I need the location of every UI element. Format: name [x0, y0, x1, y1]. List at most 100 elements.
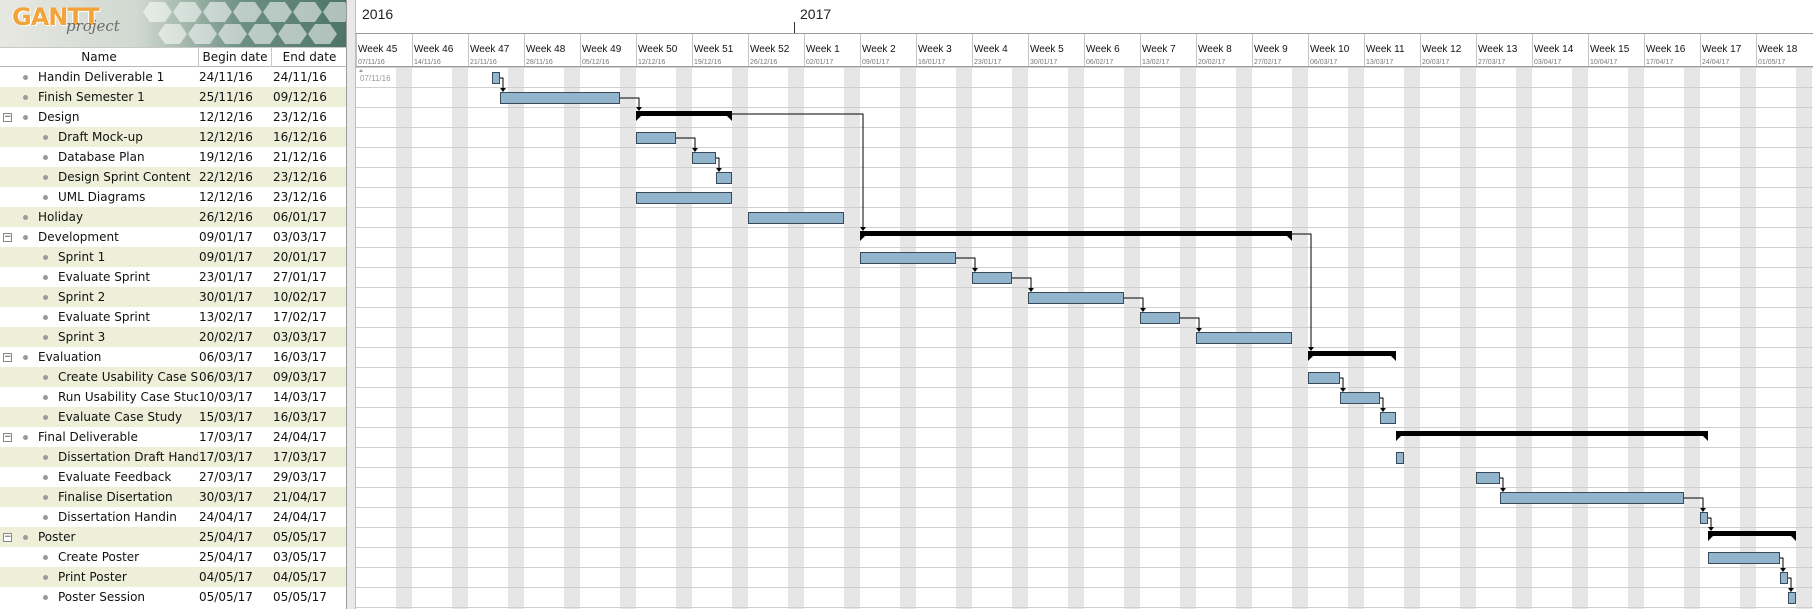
week-start-date: 06/03/17	[1310, 59, 1337, 66]
task-bullet-icon	[43, 415, 48, 420]
task-row[interactable]: Dissertation Handin 24/04/17 24/04/17	[0, 507, 346, 527]
task-bar[interactable]	[1780, 572, 1788, 584]
task-bullet-icon	[43, 295, 48, 300]
task-bar[interactable]	[636, 132, 676, 144]
task-begin-date: 12/12/16	[199, 110, 253, 124]
task-bullet-icon	[43, 255, 48, 260]
task-row-group[interactable]: − Evaluation 06/03/17 16/03/17	[0, 347, 346, 367]
task-bar[interactable]	[1028, 292, 1124, 304]
task-row[interactable]: Evaluate Sprint 23/01/17 27/01/17	[0, 267, 346, 287]
collapse-toggle-icon[interactable]: −	[3, 432, 12, 442]
task-row[interactable]: Create Usability Case Stu...06/03/17 09/0…	[0, 367, 346, 387]
week-start-date: 06/02/17	[1086, 59, 1113, 66]
task-row[interactable]: Evaluate Case Study 15/03/17 16/03/17	[0, 407, 346, 427]
task-row[interactable]: Evaluate Sprint 13/02/17 17/02/17	[0, 307, 346, 327]
task-bar[interactable]	[1196, 332, 1292, 344]
dependency-arrow	[716, 157, 720, 169]
task-bar[interactable]	[1500, 492, 1684, 504]
task-begin-date: 25/04/17	[199, 530, 253, 544]
task-end-date: 23/12/16	[273, 190, 327, 204]
task-bar[interactable]	[1140, 312, 1180, 324]
task-row-group[interactable]: − Design 12/12/16 23/12/16	[0, 107, 346, 127]
task-name: Draft Mock-up	[58, 130, 143, 144]
dependency-arrowhead-icon	[716, 168, 722, 172]
task-row[interactable]: UML Diagrams 12/12/16 23/12/16	[0, 187, 346, 207]
gantt-chart-area[interactable]: 2016 2017 Week 45 07/11/16 Week 46 14/11/16 We…	[356, 0, 1813, 609]
summary-bar-start-cap	[1708, 536, 1713, 541]
summary-bar-end-cap	[1287, 236, 1292, 241]
task-bullet-icon	[23, 535, 28, 540]
summary-bar[interactable]	[1396, 431, 1708, 436]
task-begin-date: 19/12/16	[199, 150, 253, 164]
task-row-group[interactable]: − Development 09/01/17 03/03/17	[0, 227, 346, 247]
task-row[interactable]: Draft Mock-up 12/12/16 16/12/16	[0, 127, 346, 147]
task-row-group[interactable]: − Poster 25/04/17 05/05/17	[0, 527, 346, 547]
task-bar[interactable]	[692, 152, 716, 164]
task-bar[interactable]	[1476, 472, 1500, 484]
task-row-group[interactable]: − Final Deliverable 17/03/17 24/04/17	[0, 427, 346, 447]
gantt-chart-canvas[interactable]: 2016 2017 Week 45 07/11/16 Week 46 14/11/16 We…	[356, 0, 1813, 609]
task-bar[interactable]	[860, 252, 956, 264]
summary-bar[interactable]	[1708, 531, 1796, 536]
dependency-arrow	[1500, 477, 1504, 489]
collapse-toggle-icon[interactable]: −	[3, 352, 12, 362]
panel-splitter[interactable]	[347, 0, 356, 609]
task-row[interactable]: Create Poster 25/04/17 03/05/17	[0, 547, 346, 567]
column-header-end-date[interactable]: End date	[282, 50, 337, 64]
collapse-toggle-icon[interactable]: −	[3, 112, 12, 122]
task-row[interactable]: Run Usability Case Study 10/03/17 14/03/17	[0, 387, 346, 407]
week-label: Week 13	[1478, 44, 1518, 55]
task-bullet-icon	[43, 275, 48, 280]
weekend-column	[564, 67, 580, 609]
task-bar[interactable]	[500, 92, 620, 104]
task-row[interactable]: Sprint 2 30/01/17 10/02/17	[0, 287, 346, 307]
task-end-date: 23/12/16	[273, 110, 327, 124]
dependency-arrowhead-icon	[1708, 527, 1714, 531]
task-bar[interactable]	[1788, 592, 1796, 604]
task-bar[interactable]	[972, 272, 1012, 284]
weekend-column	[1628, 67, 1644, 609]
task-bar[interactable]	[1380, 412, 1396, 424]
task-end-date: 16/12/16	[273, 130, 327, 144]
task-bullet-icon	[23, 115, 28, 120]
column-header-begin-date[interactable]: Begin date	[199, 48, 272, 67]
task-row[interactable]: Print Poster 04/05/17 04/05/17	[0, 567, 346, 587]
task-bar[interactable]	[1700, 512, 1708, 524]
task-row[interactable]: Sprint 3 20/02/17 03/03/17	[0, 327, 346, 347]
task-row[interactable]: Evaluate Feedback 27/03/17 29/03/17	[0, 467, 346, 487]
week-start-date: 28/11/16	[526, 59, 553, 66]
task-bullet-icon	[43, 495, 48, 500]
summary-bar[interactable]	[636, 111, 732, 116]
task-row[interactable]: Design Sprint Content 22/12/16 23/12/16	[0, 167, 346, 187]
collapse-toggle-icon[interactable]: −	[3, 232, 12, 242]
collapse-toggle-icon[interactable]: −	[3, 532, 12, 542]
task-row[interactable]: Finalise Disertation 30/03/17 21/04/17	[0, 487, 346, 507]
dependency-arrow	[956, 257, 976, 269]
task-bar[interactable]	[1396, 452, 1404, 464]
task-end-date: 16/03/17	[273, 410, 327, 424]
task-row[interactable]: Dissertation Draft Handin 17/03/17 17/03/1…	[0, 447, 346, 467]
task-begin-date: 27/03/17	[199, 470, 253, 484]
task-row[interactable]: Poster Session 05/05/17 05/05/17	[0, 587, 346, 607]
task-bullet-icon	[43, 315, 48, 320]
task-bar[interactable]	[492, 72, 500, 84]
dependency-arrow	[500, 77, 504, 89]
task-bar[interactable]	[1308, 372, 1340, 384]
task-bar[interactable]	[1708, 552, 1780, 564]
summary-bar[interactable]	[1308, 351, 1396, 356]
weekend-column	[1180, 67, 1196, 609]
task-row[interactable]: Holiday 26/12/16 06/01/17	[0, 207, 346, 227]
task-row[interactable]: Sprint 1 09/01/17 20/01/17	[0, 247, 346, 267]
task-row[interactable]: Handin Deliverable 1 24/11/16 24/11/16	[0, 67, 346, 87]
task-row[interactable]: Database Plan 19/12/16 21/12/16	[0, 147, 346, 167]
task-bullet-icon	[23, 75, 28, 80]
summary-bar[interactable]	[860, 231, 1292, 236]
week-start-date: 05/12/16	[582, 59, 609, 66]
task-bar[interactable]	[716, 172, 732, 184]
task-bar[interactable]	[636, 192, 732, 204]
column-header-name[interactable]: Name	[0, 48, 199, 67]
task-name: Create Poster	[58, 550, 140, 564]
task-row[interactable]: Finish Semester 1 25/11/16 09/12/16	[0, 87, 346, 107]
task-bar[interactable]	[1340, 392, 1380, 404]
task-bar[interactable]	[748, 212, 844, 224]
